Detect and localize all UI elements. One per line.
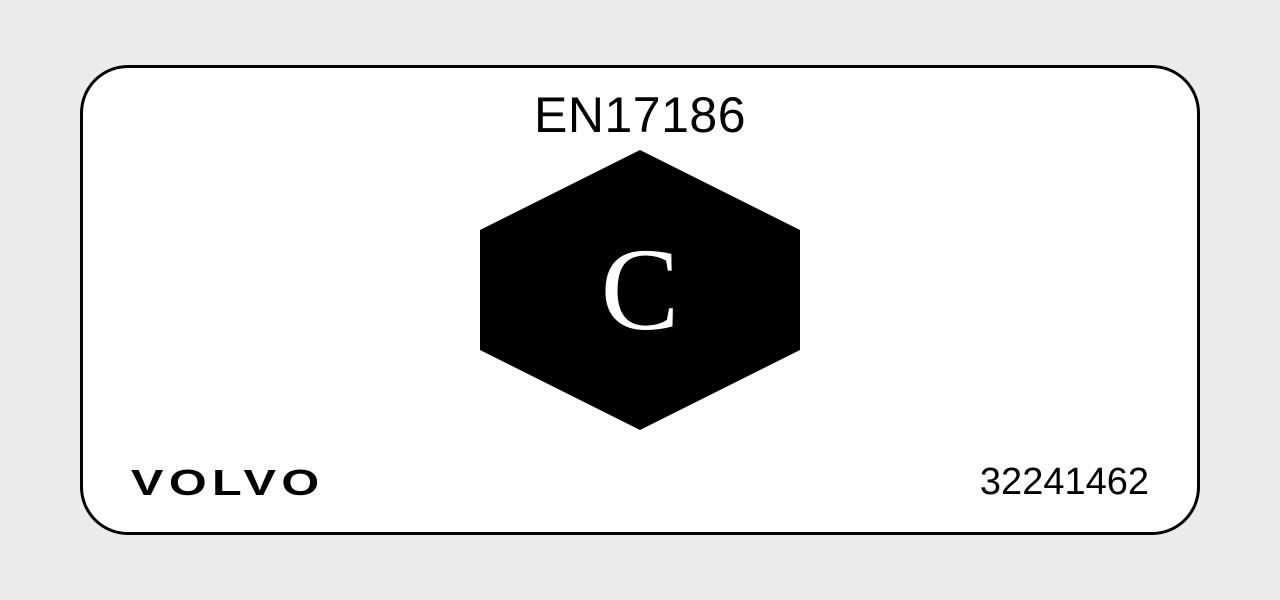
label-card: EN17186 C VOLVO 32241462 <box>80 65 1200 535</box>
standard-code: EN17186 <box>534 86 746 144</box>
hexagon-letter: C <box>601 231 680 349</box>
brand-logo: VOLVO <box>131 462 325 504</box>
hexagon-symbol: C <box>480 150 800 430</box>
part-number: 32241462 <box>980 461 1149 504</box>
